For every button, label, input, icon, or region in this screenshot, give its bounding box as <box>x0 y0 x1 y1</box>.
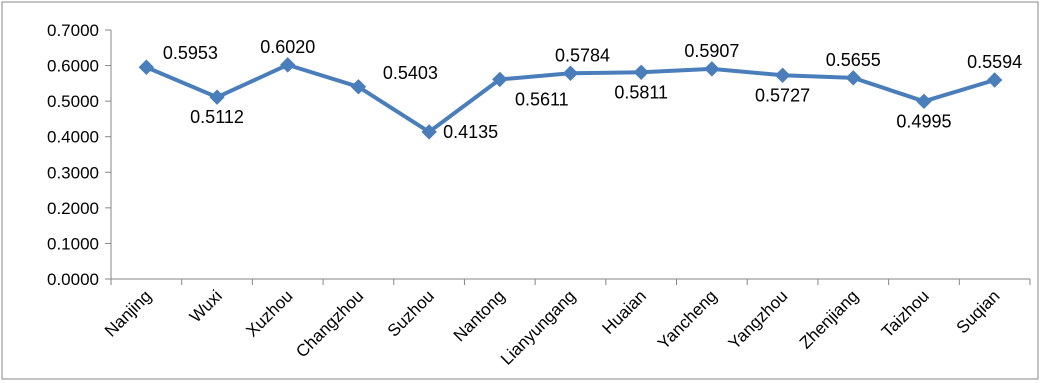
y-tick-label: 0.0000 <box>47 270 99 289</box>
data-point-marker <box>138 59 155 75</box>
data-labels: 0.5953 0.5112 0.6020 0.5403 0.4135 0.5611 0.57… <box>163 37 1022 142</box>
data-point-marker <box>209 89 225 105</box>
data-point-marker <box>845 70 861 86</box>
y-tick-label: 0.2000 <box>47 199 99 218</box>
data-label: 0.4995 <box>896 111 951 131</box>
data-label: 0.5594 <box>967 52 1022 72</box>
data-point-marker <box>421 124 437 140</box>
data-label: 0.5784 <box>555 45 610 65</box>
data-label: 0.5403 <box>383 63 438 83</box>
y-tick-label: 0.1000 <box>47 234 99 253</box>
data-label: 0.4135 <box>443 122 498 142</box>
y-tick-label: 0.7000 <box>47 21 99 40</box>
data-point-marker <box>492 71 508 88</box>
data-point-marker <box>774 67 791 83</box>
data-label: 0.5611 <box>515 89 569 109</box>
data-label: 0.5811 <box>614 82 668 102</box>
data-label: 0.5953 <box>163 43 218 63</box>
y-tick-label: 0.6000 <box>47 57 99 76</box>
series-line-group <box>138 57 1003 140</box>
data-point-marker <box>562 65 579 81</box>
data-label: 0.5907 <box>684 41 739 61</box>
data-point-marker <box>280 57 296 73</box>
data-point-marker <box>916 93 932 110</box>
data-label: 0.5112 <box>190 107 244 127</box>
data-label: 0.5727 <box>755 85 810 105</box>
data-point-marker <box>704 61 720 77</box>
data-point-marker <box>986 72 1003 88</box>
y-tick-label: 0.4000 <box>47 128 99 147</box>
y-tick-label: 0.3000 <box>47 163 99 182</box>
data-point-marker <box>350 79 367 95</box>
data-point-marker <box>633 64 649 81</box>
y-axis: 0.0000 0.1000 0.2000 0.3000 0.4000 0.5000 0.60… <box>47 21 112 289</box>
y-tick-label: 0.5000 <box>47 92 99 111</box>
data-label: 0.5655 <box>826 50 881 70</box>
data-label: 0.6020 <box>260 37 315 57</box>
